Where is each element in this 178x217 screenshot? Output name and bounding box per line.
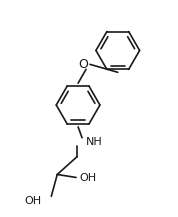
Text: OH: OH bbox=[79, 173, 96, 183]
Text: OH: OH bbox=[24, 196, 41, 206]
Text: O: O bbox=[78, 58, 88, 71]
Text: NH: NH bbox=[86, 137, 103, 147]
